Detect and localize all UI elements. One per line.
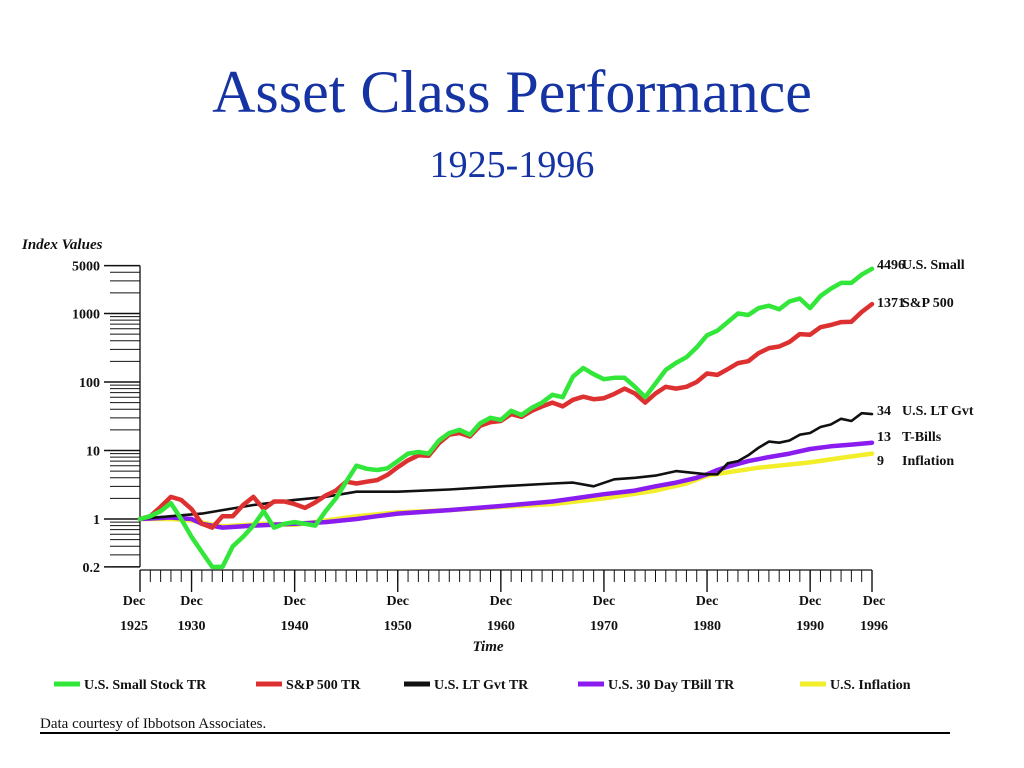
x-tick-label: Dec bbox=[490, 594, 513, 609]
end-value-label: 4496 bbox=[877, 258, 905, 273]
end-value-label: 34 bbox=[877, 404, 891, 419]
bottom-rule bbox=[40, 732, 950, 734]
x-tick-label: Dec bbox=[386, 594, 409, 609]
legend-label: U.S. 30 Day TBill TR bbox=[608, 678, 735, 693]
x-tick-label: 1970 bbox=[590, 619, 618, 634]
x-tick-label: Dec bbox=[863, 594, 886, 609]
data-source-note: Data courtesy of Ibbotson Associates. bbox=[40, 716, 267, 732]
end-series-label: U.S. Small bbox=[902, 258, 965, 273]
end-series-label: T-Bills bbox=[902, 430, 942, 445]
legend-label: S&P 500 TR bbox=[286, 678, 361, 693]
x-axis-label: Time bbox=[472, 639, 503, 655]
end-series-label: U.S. LT Gvt bbox=[902, 404, 974, 419]
x-tick-label: Dec bbox=[283, 594, 306, 609]
series-line bbox=[137, 266, 875, 570]
x-tick-label: Dec bbox=[696, 594, 719, 609]
y-axis-label: Index Values bbox=[21, 237, 103, 253]
x-tick-label: 1940 bbox=[281, 619, 309, 634]
series-layer bbox=[137, 266, 875, 570]
end-value-label: 9 bbox=[877, 454, 884, 469]
axes-layer: Index Values 5000 1000 100 10 1 0.2 Dec 1925 Dec 1… bbox=[21, 237, 888, 655]
y-tick-label: 10 bbox=[86, 445, 100, 460]
y-tick-label: 1000 bbox=[72, 308, 100, 323]
legend-label: U.S. Inflation bbox=[830, 678, 911, 693]
series-line bbox=[137, 440, 875, 530]
series-line bbox=[138, 411, 874, 521]
x-tick-label: 1950 bbox=[384, 619, 412, 634]
x-tick-label: Dec bbox=[180, 594, 203, 609]
x-tick-label: 1980 bbox=[693, 619, 721, 634]
x-tick-label: 1930 bbox=[178, 619, 206, 634]
y-tick-label: 100 bbox=[79, 376, 100, 391]
x-tick-label: 1925 bbox=[120, 619, 148, 634]
chart-title: Asset Class Performance bbox=[212, 59, 812, 125]
x-tick-label: 1990 bbox=[796, 619, 824, 634]
x-tick-label: Dec bbox=[593, 594, 616, 609]
x-tick-label: Dec bbox=[799, 594, 822, 609]
legend-label: U.S. LT Gvt TR bbox=[434, 678, 529, 693]
legend-label: U.S. Small Stock TR bbox=[84, 678, 207, 693]
chart-subtitle: 1925-1996 bbox=[429, 144, 595, 186]
x-tick-label: 1996 bbox=[860, 619, 888, 634]
series-line bbox=[137, 451, 875, 529]
x-tick-label: Dec bbox=[123, 594, 146, 609]
y-tick-label: 0.2 bbox=[83, 561, 101, 576]
end-series-label: Inflation bbox=[902, 454, 954, 469]
x-tick-label: 1960 bbox=[487, 619, 515, 634]
y-tick-label: 5000 bbox=[72, 260, 100, 275]
end-value-label: 13 bbox=[877, 430, 891, 445]
y-tick-label: 1 bbox=[93, 513, 100, 528]
end-value-label: 1371 bbox=[877, 296, 905, 311]
end-series-label: S&P 500 bbox=[902, 296, 954, 311]
legend: U.S. Small Stock TR S&P 500 TR U.S. LT Gvt… bbox=[54, 678, 911, 693]
